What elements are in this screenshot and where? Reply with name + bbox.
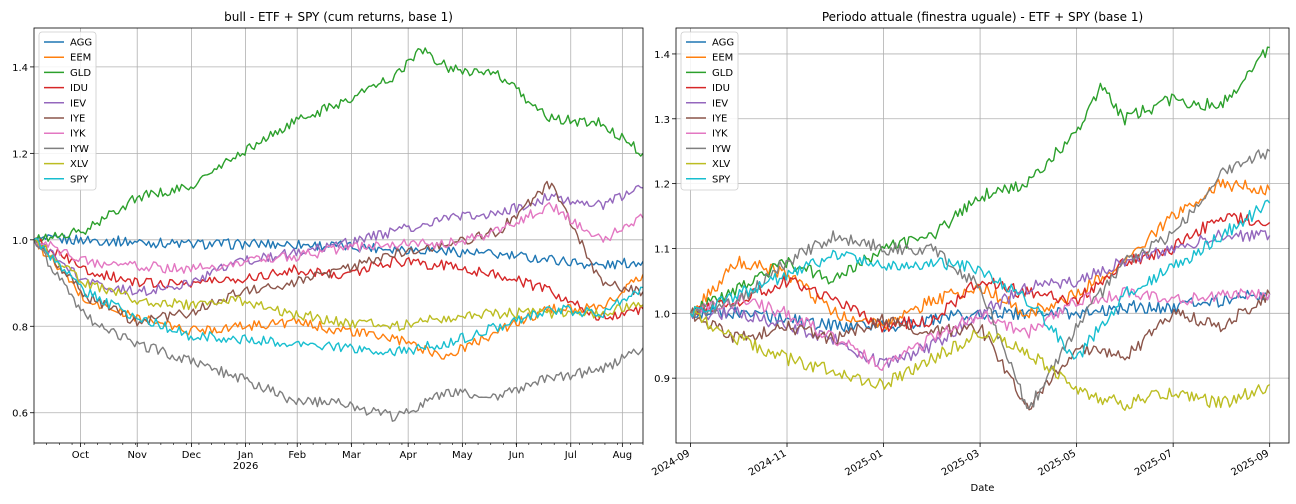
series-line-agg xyxy=(34,234,643,270)
legend-label-gld: GLD xyxy=(712,68,733,79)
y-tick-label: 1.4 xyxy=(654,50,670,61)
series-line-idu xyxy=(34,237,643,321)
legend-label-spy: SPY xyxy=(712,174,731,185)
series-line-iye xyxy=(689,289,1271,411)
axes-frame xyxy=(33,27,644,444)
x-tick-label: Aug xyxy=(613,450,633,461)
x-tick-label: Jan xyxy=(237,450,253,461)
series-line-iyw xyxy=(34,239,643,422)
x-tick-label: Feb xyxy=(288,450,306,461)
legend-box xyxy=(38,31,97,191)
series-line-xlv xyxy=(34,238,643,332)
legend-label-agg: AGG xyxy=(70,38,92,49)
x-tick-label: 2025-07 xyxy=(1133,448,1175,478)
series-group xyxy=(34,47,643,422)
legend-label-iye: IYE xyxy=(70,114,85,125)
x-tick-label: Jun xyxy=(508,450,525,461)
legend-label-iev: IEV xyxy=(70,98,86,109)
y-tick-label: 0.6 xyxy=(12,409,28,420)
series-line-iyk xyxy=(689,286,1271,371)
y-tick-label: 1.0 xyxy=(12,236,28,247)
x-axis-label: Date xyxy=(971,483,995,494)
legend-label-gld: GLD xyxy=(70,68,91,79)
x-tick-label: Mar xyxy=(342,450,362,461)
legend-label-iye: IYE xyxy=(712,114,727,125)
x-tick-label: 2024-09 xyxy=(650,448,692,478)
x-tick-label: 2025-03 xyxy=(940,448,982,478)
legend-box xyxy=(680,31,739,191)
x-tick-label: Jul xyxy=(564,450,577,461)
series-line-spy xyxy=(689,199,1271,360)
y-tick-label: 0.9 xyxy=(654,374,670,385)
series-line-iyw xyxy=(690,148,1271,409)
y-tick-label: 1.2 xyxy=(12,149,28,160)
legend-label-iyk: IYK xyxy=(70,129,86,140)
y-tick-label: 1.0 xyxy=(654,309,670,320)
y-tick-label: 0.8 xyxy=(12,322,28,333)
y-tick-label: 1.4 xyxy=(12,63,28,74)
y-tick-label: 1.2 xyxy=(654,180,670,191)
legend-label-iev: IEV xyxy=(712,98,728,109)
x-tick-label: 2025-09 xyxy=(1229,448,1271,478)
x-tick-label: Apr xyxy=(400,450,418,461)
legend-label-iyw: IYW xyxy=(712,144,731,155)
series-line-gld xyxy=(689,46,1270,319)
x-tick-label: Nov xyxy=(127,450,147,461)
y-tick-label: 1.1 xyxy=(654,244,670,255)
series-line-xlv xyxy=(689,310,1271,411)
x-tick-label: Dec xyxy=(182,450,201,461)
axes-frame xyxy=(675,27,1290,444)
legend-label-idu: IDU xyxy=(712,83,730,94)
series-line-gld xyxy=(34,47,643,243)
x-tick-label: 2025-05 xyxy=(1036,448,1078,478)
series-line-iev xyxy=(34,184,643,296)
series-line-iyk xyxy=(34,202,643,274)
legend-label-iyk: IYK xyxy=(712,129,728,140)
chart-panel-1: bull - ETF + SPY (cum returns, base 1) 0.… xyxy=(12,10,644,472)
legend-label-eem: EEM xyxy=(712,53,733,64)
y-tick-label: 1.3 xyxy=(654,115,670,126)
x-tick-label: 2025-01 xyxy=(843,448,885,478)
legend-label-iyw: IYW xyxy=(70,144,89,155)
legend-label-xlv: XLV xyxy=(70,159,88,170)
legend-label-idu: IDU xyxy=(70,83,88,94)
x-tick-sublabel: 2026 xyxy=(233,461,258,472)
legend-label-eem: EEM xyxy=(70,53,91,64)
x-tick-label: Oct xyxy=(72,450,89,461)
series-line-spy xyxy=(34,237,643,357)
legend-label-xlv: XLV xyxy=(712,159,730,170)
series-line-iye xyxy=(34,180,643,327)
chart-title: bull - ETF + SPY (cum returns, base 1) xyxy=(224,10,453,24)
chart-title: Periodo attuale (finestra uguale) - ETF … xyxy=(822,10,1143,24)
series-group xyxy=(689,46,1271,411)
x-tick-label: 2024-11 xyxy=(747,448,789,478)
x-tick-label: May xyxy=(452,450,473,461)
chart-panel-2: Periodo attuale (finestra uguale) - ETF … xyxy=(650,10,1290,494)
legend-label-spy: SPY xyxy=(70,174,89,185)
legend-label-agg: AGG xyxy=(712,38,734,49)
